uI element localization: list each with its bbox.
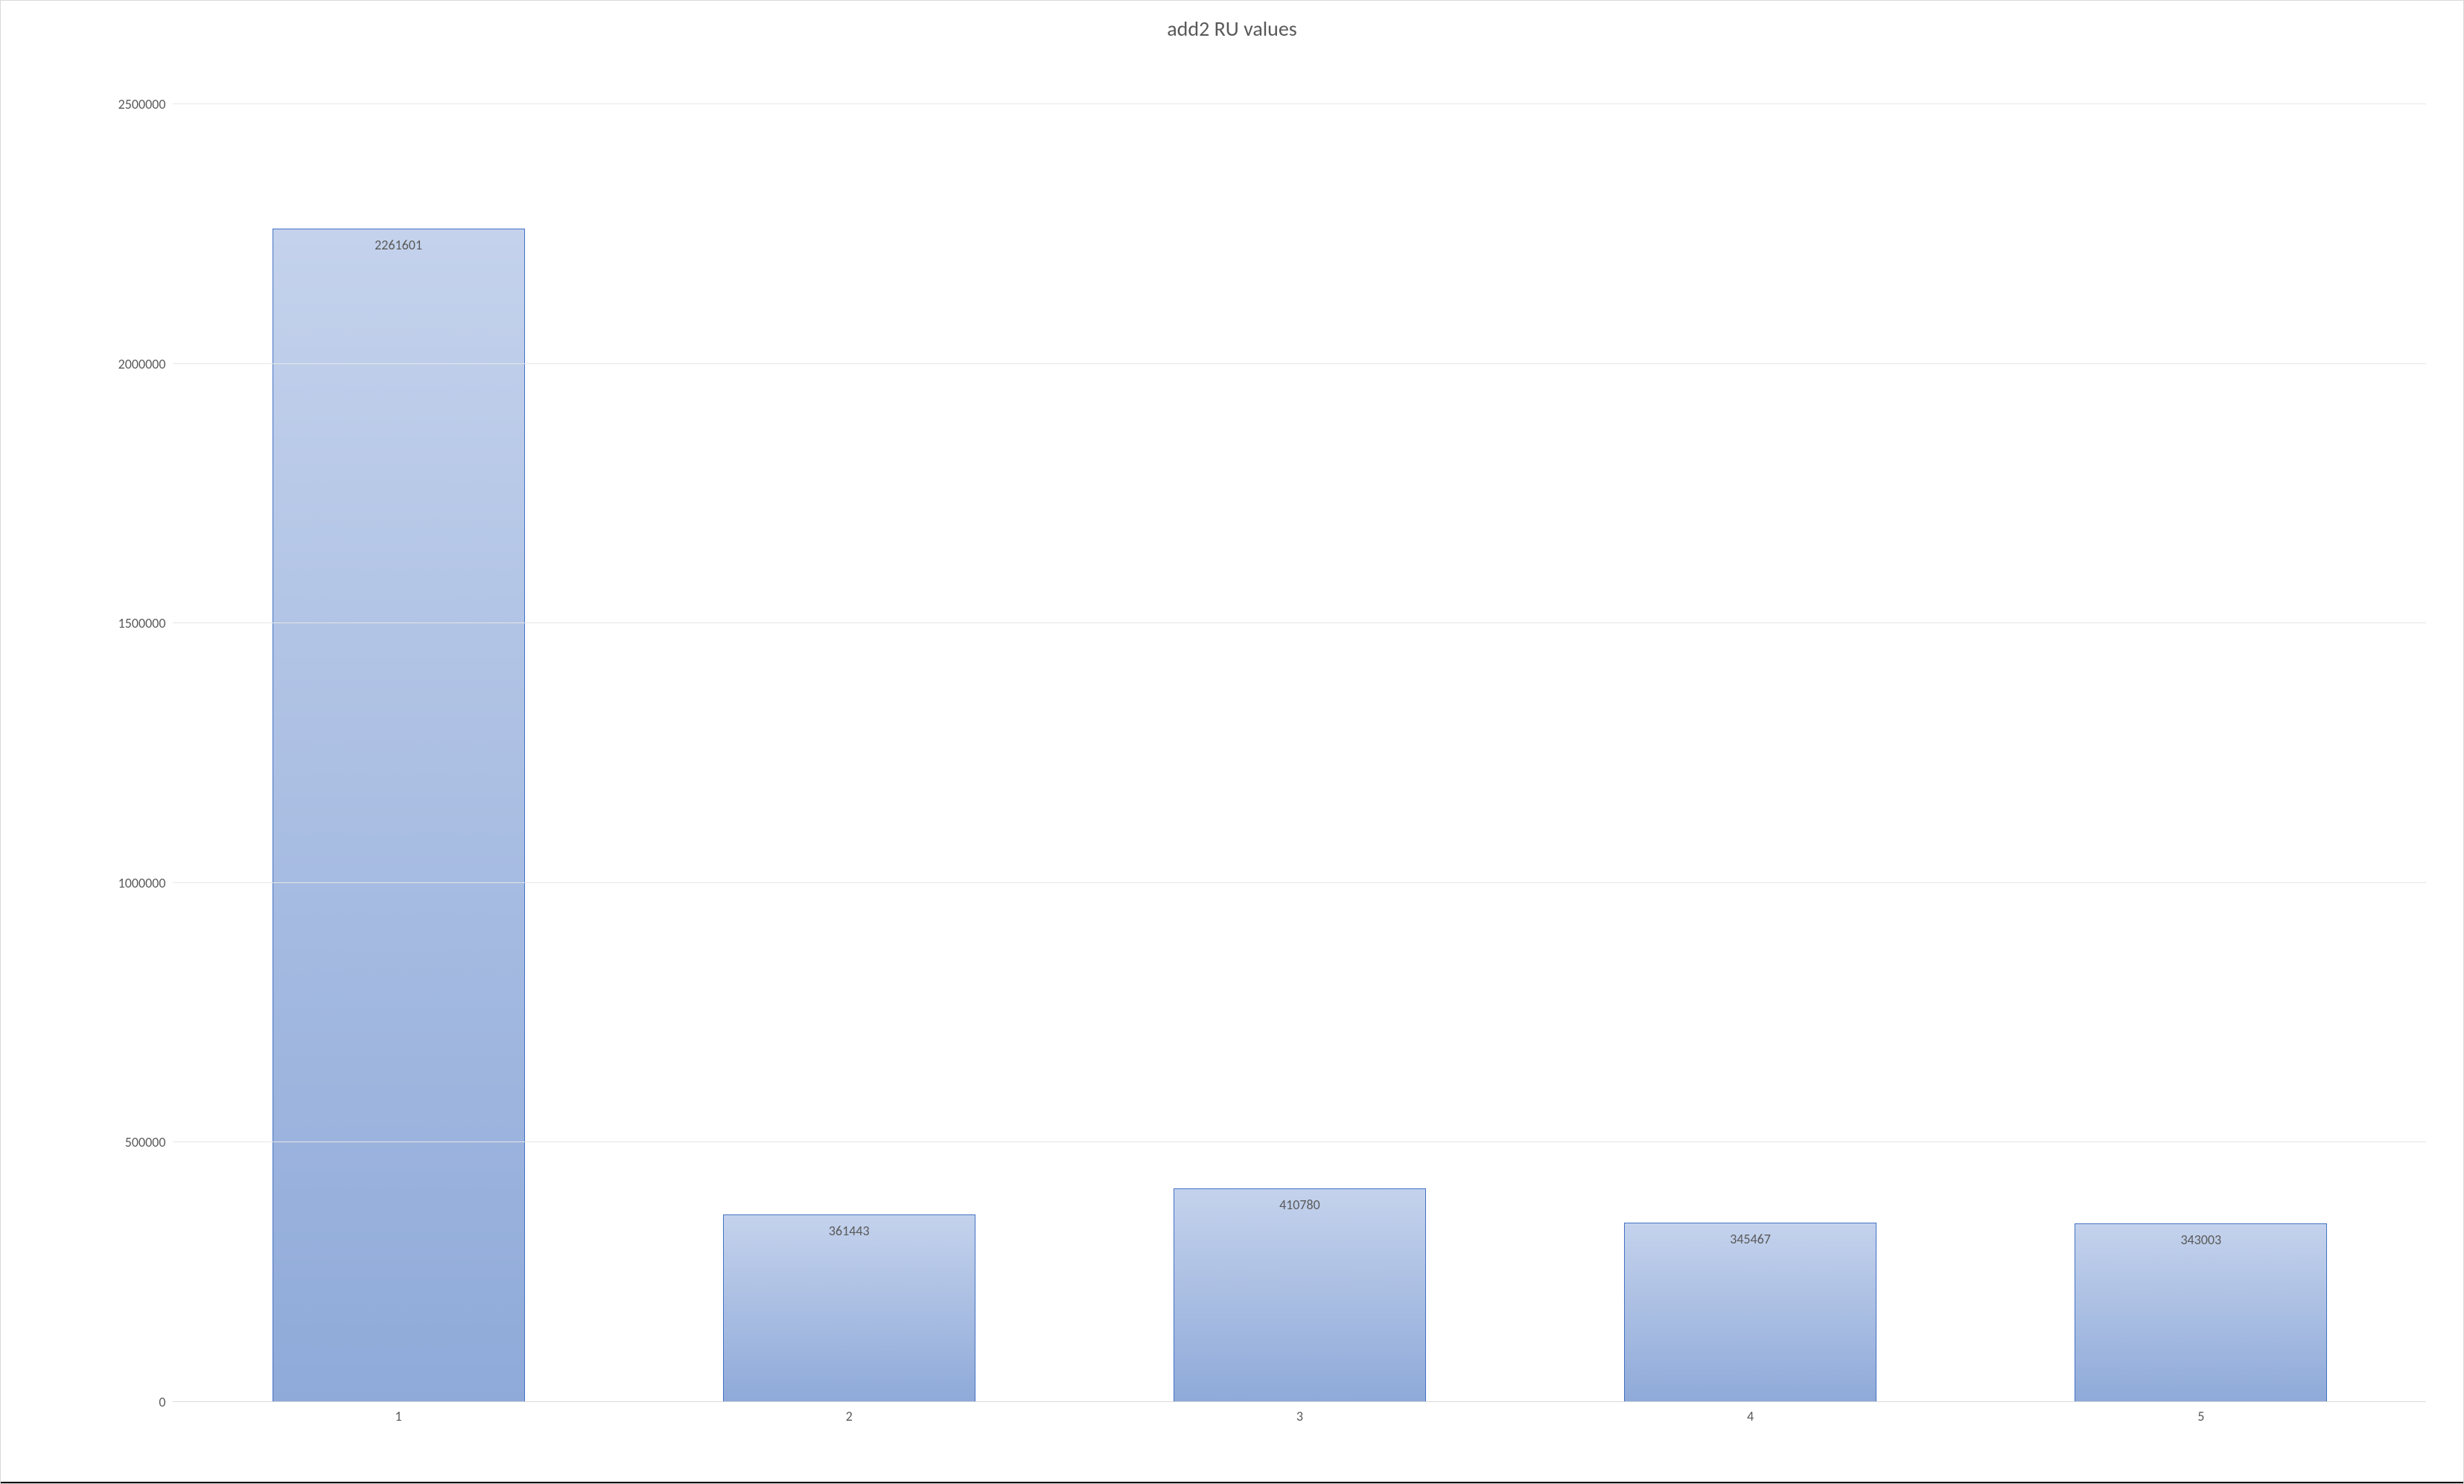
x-tick-label: 1 [395, 1402, 402, 1424]
bar: 2261601 [273, 229, 525, 1402]
bar: 361443 [723, 1214, 975, 1402]
bar-data-label: 410780 [1279, 1197, 1320, 1213]
bar-data-label: 361443 [829, 1223, 870, 1239]
gridline [173, 363, 2426, 364]
chart-container: add2 RU values 2261601136144324107803345… [0, 0, 2464, 1484]
bar-slot: 3454674 [1525, 104, 1976, 1401]
y-tick-label: 0 [159, 1394, 173, 1410]
x-tick-label: 3 [1296, 1402, 1303, 1424]
gridline [173, 1141, 2426, 1142]
bar-data-label: 2261601 [375, 237, 422, 253]
plot-area: 226160113614432410780334546743430035 050… [173, 104, 2426, 1401]
x-tick-label: 2 [846, 1402, 853, 1424]
y-tick-label: 1000000 [118, 875, 174, 891]
gridline [173, 882, 2426, 883]
bar-slot: 4107803 [1075, 104, 1525, 1401]
y-tick-label: 2000000 [118, 356, 174, 372]
bar-slot: 22616011 [173, 104, 623, 1401]
bar-slot: 3430035 [1976, 104, 2426, 1401]
bar-slot: 3614432 [624, 104, 1075, 1401]
bar-data-label: 343003 [2180, 1232, 2221, 1248]
y-tick-label: 500000 [125, 1134, 174, 1150]
bar: 345467 [1624, 1223, 1876, 1402]
bar: 410780 [1174, 1188, 1426, 1401]
gridline [173, 1401, 2426, 1402]
gridline [173, 622, 2426, 623]
x-tick-label: 5 [2197, 1402, 2204, 1424]
chart-bottom-border [1, 1482, 2463, 1483]
y-tick-label: 1500000 [118, 615, 174, 631]
chart-title: add2 RU values [1, 16, 2463, 42]
bar-data-label: 345467 [1730, 1231, 1771, 1247]
x-tick-label: 4 [1747, 1402, 1754, 1424]
bar: 343003 [2075, 1223, 2327, 1401]
y-tick-label: 2500000 [118, 96, 174, 112]
bars-layer: 226160113614432410780334546743430035 [173, 104, 2426, 1401]
